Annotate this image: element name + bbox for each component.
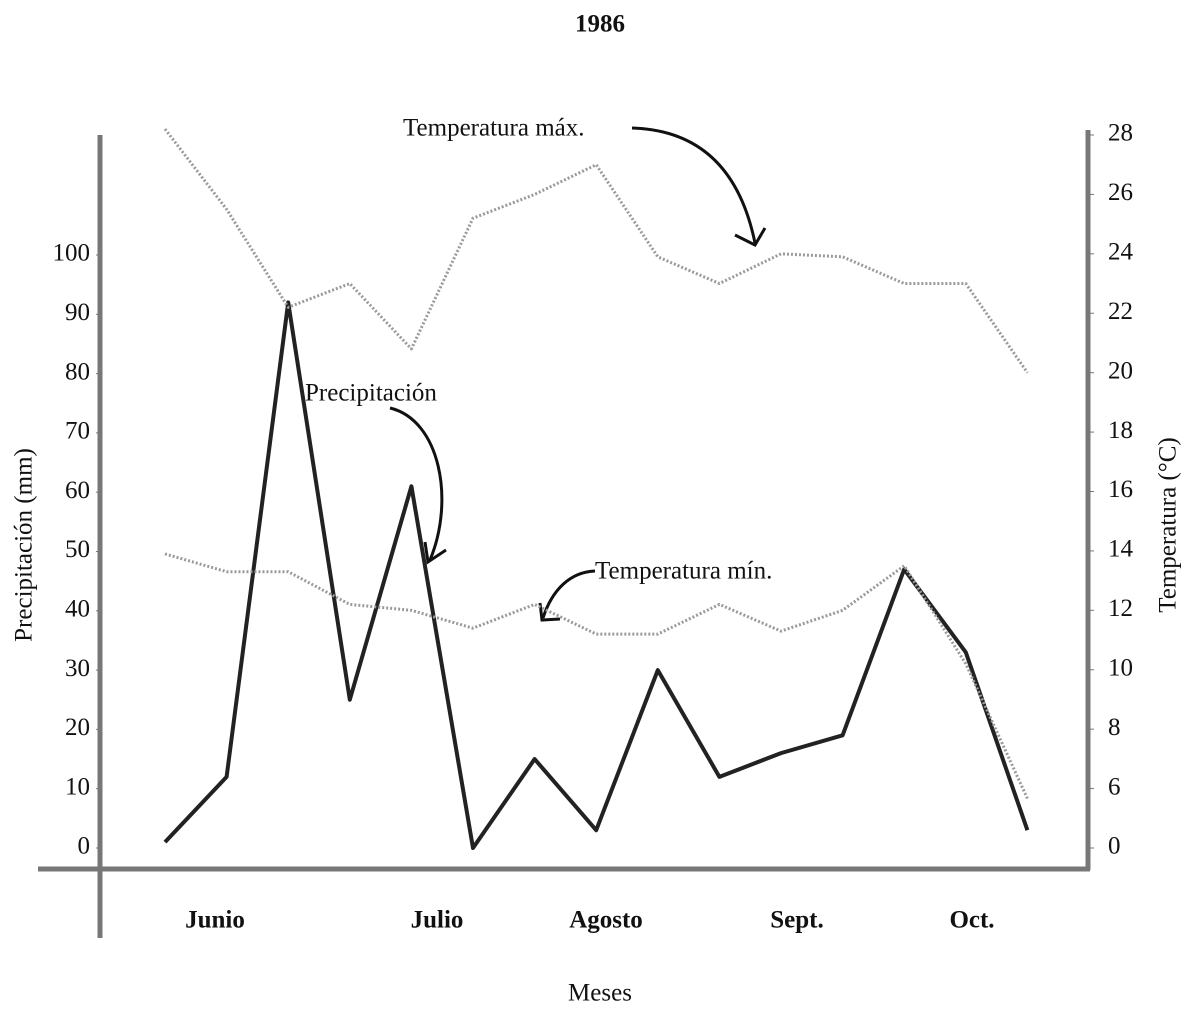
annotation: Temperatura máx. [403, 115, 585, 142]
y2-tick-label: 6 [1108, 773, 1121, 800]
y-tick-label: 40 [65, 596, 90, 623]
x-tick-label: Junio [185, 907, 245, 934]
y2-tick-label: 0 [1108, 833, 1121, 860]
y2-tick-label: 14 [1108, 536, 1134, 563]
y-tick-label: 10 [65, 773, 90, 800]
y-tick-label: 80 [65, 358, 90, 385]
x-tick-label: Agosto [569, 907, 643, 934]
series-line [163, 128, 1029, 374]
y2-tick-label: 8 [1108, 714, 1121, 741]
arrow-head [538, 602, 561, 622]
y2-tick-label: 18 [1108, 417, 1133, 444]
y2-tick-label: 24 [1108, 239, 1134, 266]
arrow-head [734, 227, 767, 247]
x-axis-label: Meses [568, 980, 632, 1007]
series-line [163, 300, 1030, 850]
y2-axis-label: Temperatura (°C) [1155, 437, 1182, 613]
y2-tick-label: 12 [1108, 595, 1133, 622]
y-tick-label: 0 [78, 833, 91, 860]
y2-tick-label: 22 [1108, 298, 1133, 325]
y2-tick-label: 10 [1108, 654, 1133, 681]
y2-tick-label: 28 [1108, 120, 1133, 147]
y2-tick-label: 16 [1108, 476, 1133, 503]
annotation: Temperatura mín. [595, 558, 772, 585]
arrow-head [423, 541, 447, 565]
chart-title: 1986 [575, 11, 625, 38]
annotation: Precipitación [305, 380, 437, 407]
y-tick-label: 100 [53, 240, 91, 267]
y-axis-label: Precipitación (mm) [11, 448, 38, 642]
x-tick-label: Julio [411, 907, 464, 934]
annotation-arrows [389, 126, 767, 622]
y-tick-label: 60 [65, 477, 90, 504]
arrow [389, 406, 444, 561]
y-tick-label: 90 [65, 299, 90, 326]
arrow [631, 126, 757, 244]
x-tick-label: Oct. [949, 907, 994, 934]
series-line [164, 552, 1029, 800]
y2-tick-label: 26 [1108, 179, 1133, 206]
y-tick-label: 30 [65, 655, 90, 682]
y-tick-label: 70 [65, 418, 90, 445]
y2-tick-label: 20 [1108, 357, 1133, 384]
y-tick-label: 50 [65, 536, 90, 563]
y-tick-label: 20 [65, 714, 90, 741]
x-tick-label: Sept. [770, 907, 823, 934]
